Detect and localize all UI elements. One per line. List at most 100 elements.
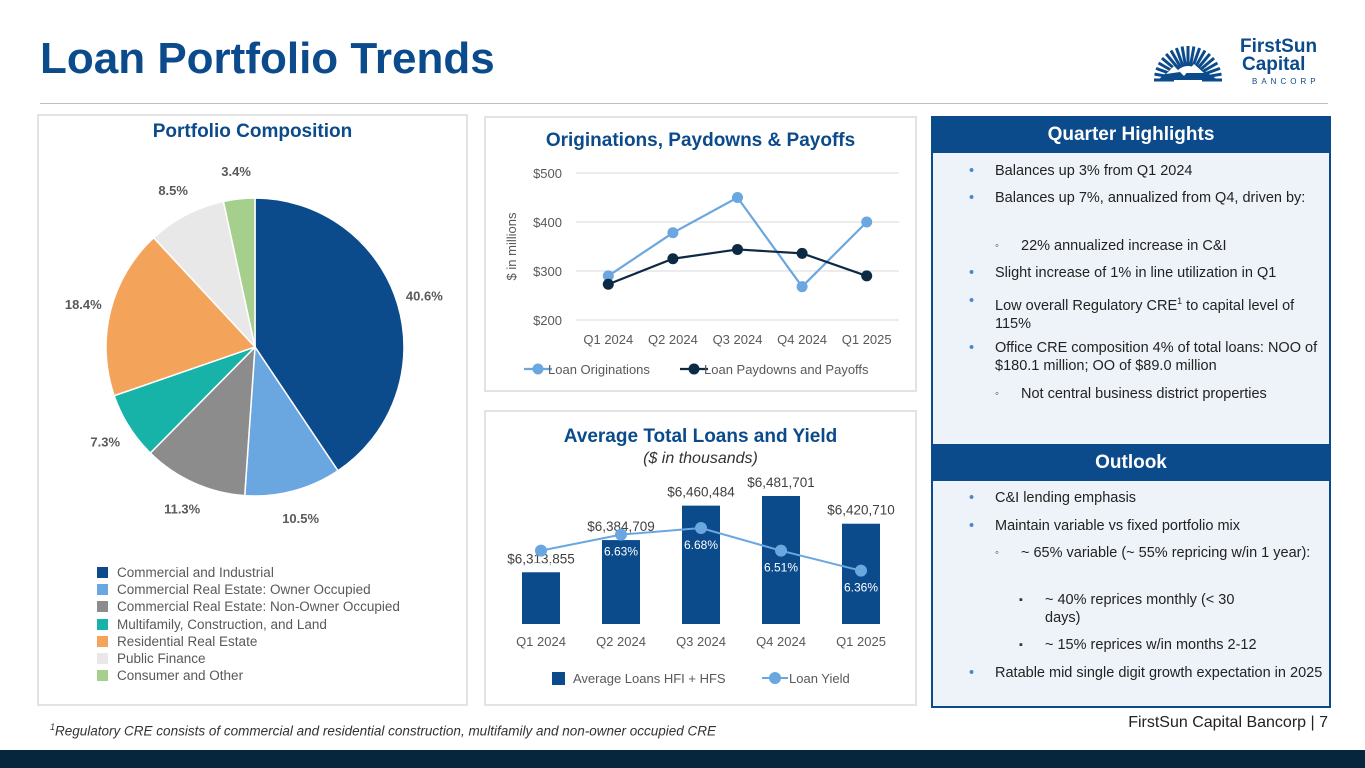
- line-ytick-label: $200: [533, 313, 562, 328]
- pie-legend-item: Consumer and Other: [97, 667, 400, 684]
- bullet-text: Balances up 3% from Q1 2024: [995, 163, 1193, 179]
- line-xtick-label: Q1 2025: [842, 332, 892, 347]
- bar-average-loans: [522, 572, 560, 624]
- pie-slice-label-0: 40.6%: [406, 288, 443, 303]
- bullet-mark: •: [969, 293, 975, 309]
- bullet-text: ~ 15% reprices w/in months 2-12: [1045, 637, 1257, 653]
- pie-slice-2: [149, 345, 256, 497]
- originations-panel: Originations, Paydowns & Payoffs $200 $30…: [484, 116, 917, 392]
- footnote-text: Regulatory CRE consists of commercial an…: [55, 723, 717, 739]
- page-title: Loan Portfolio Trends: [40, 34, 495, 83]
- bullet-text: Slight increase of 1% in line utilizatio…: [995, 265, 1277, 281]
- footer-bar: [0, 750, 1365, 768]
- bullet-text: ~ 40% reprices monthly (< 30 days): [1045, 592, 1235, 626]
- bullet-mark: •: [969, 340, 975, 356]
- yield-value-label: 6.36%: [844, 581, 878, 595]
- bullet-item: ◦ ~ 65% variable (~ 55% repricing w/in 1 …: [995, 544, 1323, 562]
- bullet-text: C&I lending emphasis: [995, 490, 1137, 506]
- bar-xtick-label: Q4 2024: [756, 634, 806, 649]
- bullet-item: ▪ ~ 15% reprices w/in months 2-12: [1019, 636, 1270, 654]
- portfolio-composition-panel: Portfolio Composition 40.6% 10.5% 11.3% 7.3…: [37, 114, 468, 706]
- bar-chart: $6,313,855 Q1 2024 $6,384,709 Q2 2024 $6,460…: [507, 475, 895, 686]
- yield-point: [695, 522, 707, 534]
- yield-value-label: 6.63%: [604, 545, 638, 559]
- pie-slice-label-3: 7.3%: [90, 434, 120, 449]
- brand-name-line2: Capital: [1242, 54, 1305, 75]
- legend-swatch: [97, 601, 108, 613]
- yield-point: [775, 544, 787, 557]
- bullet-mark: •: [969, 665, 975, 681]
- pie-slice-4: [105, 236, 257, 397]
- pie-slice-label-1: 10.5%: [282, 511, 319, 526]
- bar-value-label: $6,481,701: [747, 475, 815, 490]
- legend-swatch: [97, 653, 108, 665]
- bar-chart-subtitle: ($ in thousands): [643, 450, 758, 467]
- footnote-marker: 1: [50, 722, 56, 732]
- legend-label: Commercial Real Estate: Non-Owner Occupi…: [117, 599, 400, 615]
- bullet-mark: ▪: [1019, 594, 1023, 606]
- legend-label: Consumer and Other: [117, 668, 244, 684]
- brand-name-line1: FirstSun: [1240, 36, 1317, 57]
- bullet-mark: ◦: [995, 547, 999, 559]
- bullet-text: Maintain variable vs fixed portfolio mix: [995, 518, 1240, 534]
- pie-legend-item: Residential Real Estate: [97, 633, 400, 650]
- pie-slice-6: [222, 197, 256, 348]
- pie-legend-item: Public Finance: [97, 650, 400, 667]
- line-chart: $200 $300 $400 $500 Q1 2024 Q2 2024 Q3 2024 Q4 …: [504, 166, 899, 377]
- legend-swatch: [97, 670, 108, 682]
- legend-label: Multifamily, Construction, and Land: [117, 616, 327, 632]
- bullet-mark: •: [969, 190, 975, 206]
- line-ytick-label: $500: [533, 166, 562, 181]
- line-ylabel: $ in millions: [504, 212, 519, 280]
- line-xtick-label: Q2 2024: [648, 332, 698, 347]
- pie-legend-item: Commercial Real Estate: Non-Owner Occupi…: [97, 598, 400, 615]
- legend-label: Commercial and Industrial: [117, 565, 274, 581]
- bullet-item: • Office CRE composition 4% of total loan…: [969, 339, 1323, 375]
- bullet-text: Ratable mid single digit growth expectat…: [995, 665, 1323, 681]
- legend-swatch: [97, 618, 108, 630]
- yield-value-label: 6.68%: [684, 538, 718, 552]
- pie-slice-label-5: 8.5%: [158, 183, 188, 198]
- bullet-item: ◦ 22% annualized increase in C&I: [995, 237, 1323, 255]
- line-point: [796, 247, 808, 259]
- legend-swatch: [97, 567, 108, 579]
- yield-point: [855, 564, 867, 577]
- bullet-text: ~ 65% variable (~ 55% repricing w/in 1 y…: [1021, 545, 1311, 561]
- bullet-mark: •: [969, 163, 975, 179]
- bar-value-label: $6,420,710: [827, 503, 895, 518]
- outlook-box: • C&I lending emphasis • Maintain variable …: [931, 481, 1331, 708]
- line-legend-label: Loan Paydowns and Payoffs: [704, 362, 869, 377]
- line-chart-title: Originations, Paydowns & Payoffs: [545, 130, 856, 151]
- line-point: [667, 253, 679, 265]
- bar-chart-title: Average Total Loans and Yield: [563, 426, 838, 447]
- bullet-mark: ◦: [995, 388, 999, 400]
- bullet-mark: ◦: [995, 240, 999, 252]
- yield-point: [615, 528, 627, 541]
- bar-xtick-label: Q2 2024: [596, 634, 646, 649]
- bullet-text: Office CRE composition 4% of total loans…: [995, 340, 1318, 374]
- bullet-mark: •: [969, 518, 975, 534]
- line-point: [861, 216, 873, 228]
- bullet-text: Balances up 7%, annualized from Q4, driv…: [995, 190, 1306, 206]
- pie-chart: 40.6% 10.5% 11.3% 7.3% 18.4% 8.5% 3.4%: [65, 164, 443, 526]
- bar-xtick-label: Q1 2024: [516, 634, 566, 649]
- legend-swatch: [97, 584, 108, 596]
- pie-legend-item: Multifamily, Construction, and Land: [97, 616, 400, 633]
- bullet-item: • Balances up 7%, annualized from Q4, dri…: [969, 189, 1323, 207]
- bar-legend-label: Average Loans HFI + HFS: [573, 671, 726, 686]
- average-loans-panel: Average Total Loans and Yield ($ in thou…: [484, 410, 917, 706]
- bullet-item: • Low overall Regulatory CRE1 to capital …: [969, 292, 1323, 333]
- brand-name-line3: BANCORP: [1252, 77, 1320, 86]
- bullet-item: • Maintain variable vs fixed portfolio mi…: [969, 517, 1323, 535]
- pie-legend-item: Commercial Real Estate: Owner Occupied: [97, 581, 400, 598]
- line-point: [732, 192, 743, 203]
- bar-average-loans: [602, 540, 640, 624]
- yield-legend-label: Loan Yield: [789, 671, 850, 686]
- bar-average-loans: [762, 496, 800, 624]
- legend-label: Commercial Real Estate: Owner Occupied: [117, 582, 371, 598]
- bullet-mark: •: [969, 490, 975, 506]
- quarter-highlights-box: • Balances up 3% from Q1 2024 • Balances up…: [931, 153, 1331, 446]
- legend-swatch: [97, 635, 108, 647]
- line-xtick-label: Q3 2024: [713, 332, 763, 347]
- bullet-item: • Ratable mid single digit growth expecta…: [969, 664, 1323, 682]
